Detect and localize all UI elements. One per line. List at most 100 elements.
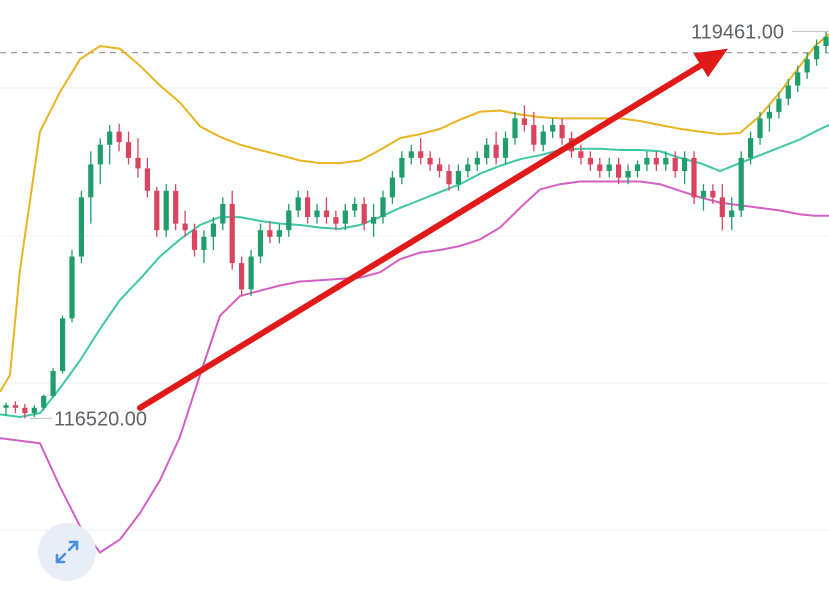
candle-body — [606, 164, 612, 171]
candle-down — [691, 151, 697, 204]
candle-down — [191, 223, 198, 257]
candle-up — [700, 184, 707, 211]
candle-body — [644, 157, 650, 165]
candle-down — [125, 131, 132, 165]
candle-body — [587, 157, 593, 165]
candle-up — [795, 65, 801, 93]
candle-up — [408, 144, 414, 165]
trend-arrow-head — [693, 48, 728, 78]
candle-down — [267, 221, 273, 244]
candle-down — [173, 184, 179, 231]
candle-up — [455, 164, 461, 191]
candle-body — [559, 125, 565, 139]
candle-body — [597, 164, 603, 171]
candle-up — [776, 92, 782, 119]
candle-down — [653, 151, 659, 172]
candle-up — [163, 184, 169, 237]
candle-up — [804, 52, 810, 79]
candle-body — [107, 131, 113, 145]
candle-down — [493, 131, 499, 165]
candle-up — [107, 124, 113, 165]
candle-body — [512, 118, 518, 139]
lower-band-line — [0, 180, 829, 554]
high-price-label: 119461.00 — [691, 21, 784, 43]
candle-body — [427, 157, 433, 165]
candle-up — [41, 394, 47, 411]
candle-down — [239, 256, 245, 296]
candle-up — [484, 138, 490, 165]
candle-body — [97, 144, 103, 165]
candle-up — [634, 160, 641, 178]
candle-up — [757, 111, 763, 145]
candle-body — [239, 263, 245, 290]
candle-body — [625, 171, 631, 178]
candle-body — [220, 203, 226, 224]
candle-down — [597, 157, 603, 178]
candle-body — [380, 197, 386, 217]
candles — [3, 31, 829, 419]
candle-up — [606, 157, 612, 178]
candle-up — [257, 223, 264, 264]
candle-down — [616, 157, 622, 185]
candle-up — [88, 151, 94, 224]
candle-up — [644, 151, 650, 172]
candle-down — [116, 123, 122, 152]
bollinger-bands — [0, 33, 829, 554]
candle-up — [31, 405, 37, 418]
candle-body — [634, 164, 641, 171]
trend-arrow — [137, 48, 728, 411]
candle-body — [314, 210, 320, 218]
candle-down — [182, 210, 188, 237]
low-price-label: 116520.00 — [54, 408, 147, 430]
candle-body — [408, 151, 414, 158]
candle-body — [550, 125, 556, 132]
candle-up — [314, 203, 320, 224]
candle-body — [465, 164, 471, 171]
candle-down — [22, 403, 28, 419]
candle-body — [446, 171, 452, 185]
candle-up — [748, 131, 754, 165]
candle-body — [276, 230, 282, 237]
candle-body — [729, 210, 735, 218]
candle-body — [323, 210, 330, 218]
candle-up — [352, 197, 358, 218]
candle-up — [220, 197, 226, 231]
candle-body — [163, 190, 169, 231]
candle-up — [738, 151, 744, 218]
candle-body — [823, 36, 829, 46]
chart-grid — [0, 87, 829, 531]
candle-body — [12, 405, 18, 408]
candle-body — [78, 197, 84, 257]
expand-button[interactable] — [38, 523, 96, 581]
candle-body — [616, 164, 622, 178]
candle-up — [465, 157, 471, 178]
candle-body — [804, 59, 810, 73]
candle-body — [88, 164, 94, 198]
candle-body — [691, 157, 697, 198]
candle-down — [437, 157, 443, 178]
candle-body — [50, 371, 56, 396]
candle-body — [653, 157, 659, 165]
candle-up — [78, 190, 84, 264]
candle-down — [418, 138, 424, 165]
candle-up — [550, 118, 556, 139]
candle-up — [823, 31, 829, 53]
candle-body — [22, 407, 28, 414]
candle-body — [814, 46, 820, 60]
candle-body — [795, 72, 801, 86]
candle-body — [502, 138, 509, 158]
candle-up — [389, 171, 395, 204]
candle-up — [785, 78, 791, 106]
candle-up — [201, 230, 207, 264]
candle-down — [672, 151, 678, 178]
candle-down — [559, 118, 565, 145]
candle-down — [587, 151, 593, 172]
candle-body — [182, 223, 188, 231]
candle-up — [50, 368, 56, 398]
candle-up — [399, 151, 405, 185]
candle-up — [540, 124, 546, 152]
candle-up — [502, 131, 509, 165]
candle-up — [682, 151, 688, 185]
candle-body — [785, 85, 791, 99]
